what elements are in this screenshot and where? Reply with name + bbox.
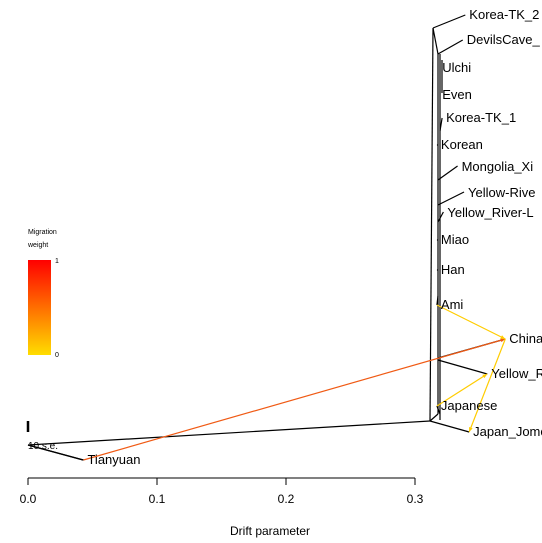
root-branch [27,420,431,446]
legend-color-bar [28,260,51,355]
leaf-label-china: China [509,331,542,346]
branch-yellow-rive [437,191,465,206]
migration-arrowhead-3 [482,374,488,379]
migration-line-1 [436,304,506,340]
migration-edge-2 [468,338,506,433]
migration-edge-0 [83,338,506,461]
legend-min-label: 0 [55,352,59,359]
branch-korea-tk-2 [432,14,466,29]
branch-devilscave- [437,39,464,55]
leaf-label-korea-tk-2: Korea-TK_2 [469,7,539,22]
x-tick-label-0: 0.0 [20,492,37,506]
x-tick-label-1: 0.1 [149,492,166,506]
branch-japan-jomo [429,420,470,433]
legend-title-line2: weight [27,242,48,249]
legend-max-label: 1 [55,258,59,265]
branch-yellow-river-l [437,211,444,223]
leaf-label-ami: Ami [441,297,464,312]
migration-edge-3 [436,373,488,407]
branch-japanese [436,405,441,415]
tree-edges [27,14,506,461]
x-axis: 0.0 0.1 0.2 0.3 [20,477,424,506]
leaf-label-japanese: Japanese [441,398,497,413]
leaf-label-miao: Miao [441,232,469,247]
migration-edges [83,304,506,461]
leaf-label-japan-jomo: Japan_Jomo [473,424,542,439]
branch-ami [436,295,439,306]
scale-bar-label: 10 s.e. [28,441,58,452]
migration-edge-1 [436,304,506,340]
x-axis-title: Drift parameter [230,524,310,538]
migration-arrowhead-1 [500,335,506,339]
leaf-label-tianyuan: Tianyuan [87,452,140,467]
branch-mongolia-xi [437,165,458,181]
migration-line-0 [83,338,506,461]
branch-korea-tk-1 [439,117,443,132]
legend-title-line1: Migration [28,229,57,236]
leaf-label-yellow-river-l: Yellow_River-L [447,205,533,220]
leaf-label-even: Even [442,87,472,102]
branch-tianyuan [27,444,84,461]
backbone-split [429,413,439,422]
migration-arrowhead-2 [469,427,473,432]
leaf-label-korea-tk-1: Korea-TK_1 [446,110,516,125]
leaf-label-devilscave-: DevilsCave_ [467,32,541,47]
leaf-label-yellow-r: Yellow_R [491,366,542,381]
x-tick-label-2: 0.2 [278,492,295,506]
scale-bar: 10 s.e. [26,421,58,452]
migration-line-3 [436,373,488,407]
migration-arrowhead-0 [500,338,506,343]
leaf-label-korean: Korean [441,137,483,152]
leaf-label-han: Han [441,262,465,277]
x-tick-label-3: 0.3 [407,492,424,506]
backbone-outer [429,27,434,422]
migration-line-2 [468,338,506,433]
leaf-label-yellow-rive: Yellow-Rive [468,185,535,200]
leaf-labels: Korea-TK_2 DevilsCave_ Ulchi Even Korea-TK_1… [87,7,542,467]
leaf-label-ulchi: Ulchi [442,60,471,75]
migration-legend: Migration weight 1 0 [27,229,59,359]
backbone-link [432,27,439,55]
branch-yellow-r [437,359,488,375]
leaf-label-mongolia-xi: Mongolia_Xi [462,159,534,174]
